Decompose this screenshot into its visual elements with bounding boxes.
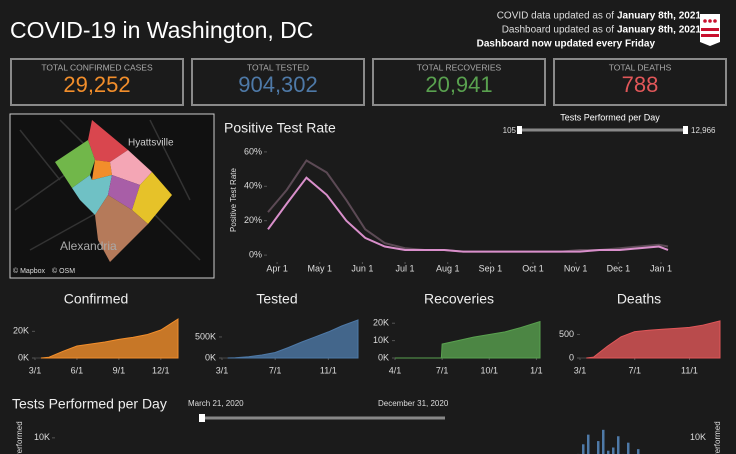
- kpi-box: [553, 58, 727, 106]
- range-end: December 31, 2020: [378, 399, 449, 408]
- x-tick-label: Jan 1: [650, 263, 672, 273]
- x-tick-label: 10/1: [480, 365, 498, 375]
- kpi-label: TOTAL TESTED: [247, 62, 309, 72]
- x-tick-label: 7/1: [269, 365, 282, 375]
- y-tick-label: 10K: [373, 335, 389, 345]
- bar: [602, 429, 605, 454]
- bar: [582, 444, 585, 454]
- x-tick-label: 7/1: [628, 365, 641, 375]
- slider-handle[interactable]: [199, 414, 205, 422]
- x-tick-label: 11/1: [681, 365, 698, 375]
- map-credit: © Mapbox: [13, 267, 46, 275]
- area-series: [227, 319, 359, 359]
- kpi-label: TOTAL CONFIRMED CASES: [41, 62, 153, 72]
- x-tick-label: Apr 1: [266, 263, 288, 273]
- y-tick-label: 10K: [34, 432, 50, 442]
- y-tick-label: 60%: [244, 146, 262, 156]
- update-date: January 8th, 2021: [617, 25, 701, 36]
- slider-max: 12,966: [691, 126, 716, 135]
- y-axis-label: Performed: [713, 421, 722, 454]
- chart-title: Recoveries: [424, 291, 494, 307]
- kpi-value: 20,941: [425, 72, 492, 97]
- x-tick-label: 3/1: [216, 365, 229, 375]
- slider-min: 105: [503, 126, 517, 135]
- place-label: Hyattsville: [128, 138, 174, 149]
- kpi-value: 788: [622, 72, 659, 97]
- update-text: COVID data updated as of: [497, 11, 615, 22]
- x-tick-label: May 1: [307, 263, 332, 273]
- x-tick-label: Dec 1: [607, 263, 631, 273]
- kpi-value: 29,252: [63, 72, 130, 97]
- x-tick-label: Aug 1: [436, 263, 460, 273]
- bar: [612, 447, 615, 454]
- bar: [617, 436, 620, 454]
- x-tick-label: Nov 1: [564, 263, 588, 273]
- y-tick-label: 40%: [244, 181, 262, 191]
- chart-title: Tests Performed per Day: [12, 396, 167, 412]
- x-tick-label: Jun 1: [351, 263, 373, 273]
- area-series: [586, 320, 721, 359]
- x-tick-label: 6/1: [71, 365, 84, 375]
- x-tick-label: 1/1: [530, 365, 543, 375]
- range-start: March 21, 2020: [188, 399, 244, 408]
- bar: [607, 450, 610, 454]
- y-tick-label: 500: [559, 329, 574, 339]
- x-tick-label: 4/1: [389, 365, 402, 375]
- chart-title: Positive Test Rate: [224, 120, 336, 136]
- update-date: January 8th, 2021: [617, 11, 701, 22]
- map-credit: © OSM: [52, 267, 75, 275]
- y-tick-label: 0K: [205, 352, 216, 362]
- kpi-value: 904,302: [238, 72, 318, 97]
- chart-title: Confirmed: [64, 291, 129, 307]
- y-tick-label: 0: [569, 352, 574, 362]
- bar: [597, 441, 600, 454]
- y-tick-label: 20K: [13, 326, 29, 336]
- map: Hyattsville Alexandria © Mapbox © OSM: [9, 113, 215, 279]
- y-tick-label: 10K: [690, 432, 706, 442]
- kpi-box: [191, 58, 365, 106]
- x-tick-label: Jul 1: [396, 263, 415, 273]
- x-tick-label: 9/1: [113, 365, 126, 375]
- update-note: Dashboard now updated every Friday: [477, 39, 656, 50]
- place-label: Alexandria: [60, 239, 117, 253]
- x-tick-label: Oct 1: [522, 263, 544, 273]
- kpi-label: TOTAL DEATHS: [609, 62, 672, 72]
- y-axis-label: Performed: [15, 421, 24, 454]
- x-tick-label: 3/1: [574, 365, 587, 375]
- kpi-box: [372, 58, 546, 106]
- kpi-box: [10, 58, 184, 106]
- bar: [627, 442, 630, 454]
- y-tick-label: 20K: [373, 318, 389, 328]
- chart-title: Deaths: [617, 291, 661, 307]
- y-axis-label: Positive Test Rate: [229, 168, 238, 232]
- line-series: [267, 176, 669, 253]
- y-tick-label: 0K: [18, 352, 29, 362]
- area-series: [395, 320, 541, 359]
- x-tick-label: Sep 1: [479, 263, 503, 273]
- slider-title: Tests Performed per Day: [560, 112, 660, 122]
- y-tick-label: 0K: [378, 352, 389, 362]
- x-tick-label: 3/1: [29, 365, 42, 375]
- title: COVID-19 in Washington, DC: [10, 17, 313, 43]
- x-tick-label: 12/1: [152, 365, 170, 375]
- slider-handle[interactable]: [517, 126, 522, 134]
- bar: [637, 449, 640, 454]
- y-tick-label: 20%: [244, 215, 262, 225]
- x-tick-label: 7/1: [436, 365, 449, 375]
- kpi-label: TOTAL RECOVERIES: [417, 62, 502, 72]
- bar: [587, 434, 590, 454]
- dc-flag: [700, 14, 720, 46]
- area-series: [40, 318, 179, 359]
- update-text: Dashboard updated as of: [502, 25, 615, 36]
- chart-title: Tested: [256, 291, 297, 307]
- x-tick-label: 11/1: [320, 365, 337, 375]
- y-tick-label: 500K: [195, 331, 216, 341]
- y-tick-label: 0%: [249, 249, 262, 259]
- slider-handle[interactable]: [683, 126, 688, 134]
